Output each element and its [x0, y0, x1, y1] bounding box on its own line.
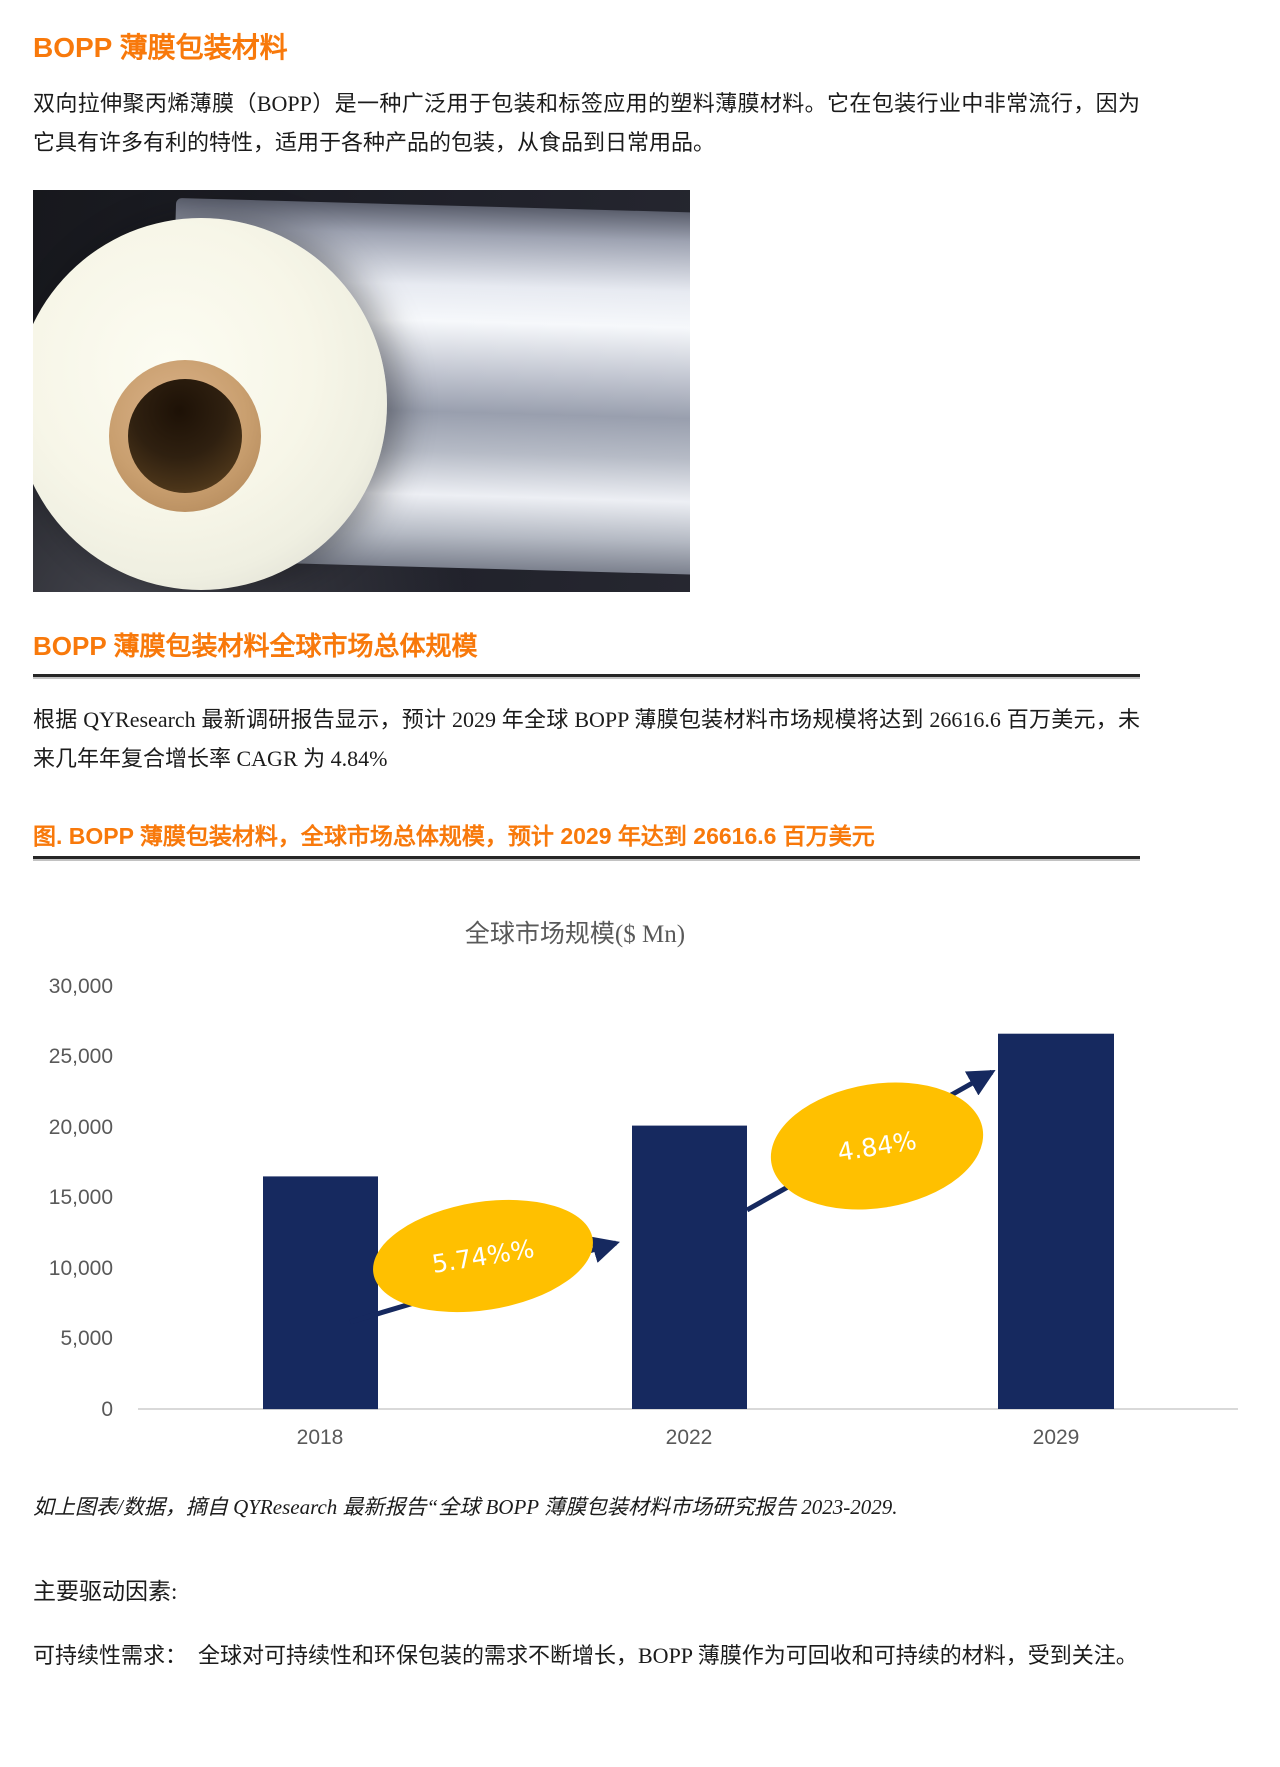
sustainability-paragraph: 可持续性需求： 全球对可持续性和环保包装的需求不断增长，BOPP 薄膜作为可回收… [33, 1643, 1138, 1668]
bar-2018 [263, 1176, 378, 1410]
y-tick-5000: 5,000 [60, 1327, 113, 1350]
bopp-film-roll-image [33, 190, 690, 592]
market-size-paragraph: 根据 QYResearch 最新调研报告显示，预计 2029 年全球 BOPP … [33, 707, 1140, 771]
figure-divider [33, 856, 1140, 859]
section-divider [33, 674, 1140, 677]
market-size-chart: 全球市场规模($ Mn) 0 5,000 10,000 15,000 20,00… [49, 920, 1238, 1449]
bars [263, 1033, 1114, 1410]
page-title: BOPP 薄膜包装材料 [33, 32, 288, 63]
y-tick-20000: 20,000 [49, 1116, 113, 1139]
y-tick-25000: 25,000 [49, 1045, 113, 1068]
y-tick-0: 0 [101, 1398, 113, 1421]
x-axis-tick-labels: 2018 2022 2029 [297, 1426, 1080, 1449]
x-tick-2029: 2029 [1033, 1426, 1080, 1449]
y-tick-10000: 10,000 [49, 1257, 113, 1280]
y-tick-15000: 15,000 [49, 1186, 113, 1209]
film-roll-core [109, 360, 261, 512]
film-roll-face [33, 218, 387, 590]
bar-2022 [632, 1125, 747, 1409]
chart-title: 全球市场规模($ Mn) [465, 920, 685, 948]
x-tick-2022: 2022 [666, 1426, 713, 1449]
film-roll-core-hole [128, 379, 242, 493]
y-axis-tick-labels: 0 5,000 10,000 15,000 20,000 25,000 30,0… [49, 975, 113, 1421]
x-tick-2018: 2018 [297, 1426, 344, 1449]
cagr-bubble-2 [770, 1082, 984, 1210]
cagr-bubble-1 [373, 1199, 593, 1313]
intro-paragraph: 双向拉伸聚丙烯薄膜（BOPP）是一种广泛用于包装和标签应用的塑料薄膜材料。它在包… [33, 91, 1140, 155]
source-note: 如上图表/数据，摘自 QYResearch 最新报告“全球 BOPP 薄膜包装材… [33, 1495, 898, 1519]
figure-caption: 图. BOPP 薄膜包装材料，全球市场总体规模，预计 2029 年达到 2661… [33, 823, 875, 849]
bar-2029 [998, 1033, 1114, 1409]
drivers-heading: 主要驱动因素: [33, 1579, 178, 1604]
y-tick-30000: 30,000 [49, 975, 113, 998]
section-title-market-size: BOPP 薄膜包装材料全球市场总体规模 [33, 631, 478, 661]
